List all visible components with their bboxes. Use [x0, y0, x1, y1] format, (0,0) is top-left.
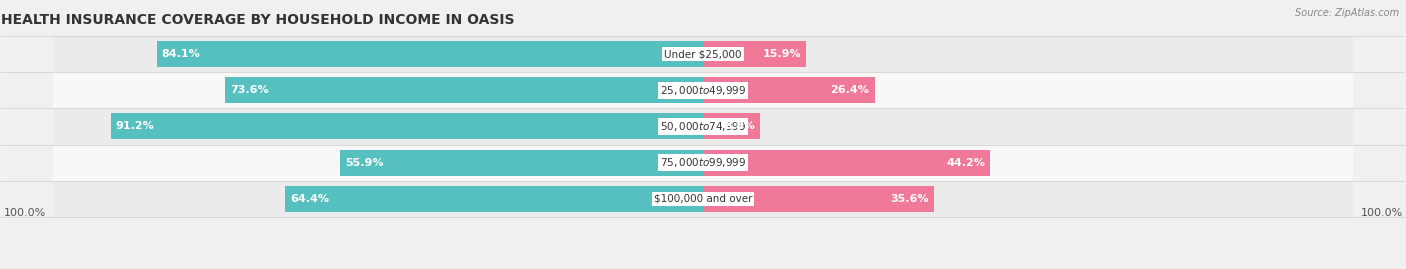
Text: Source: ZipAtlas.com: Source: ZipAtlas.com — [1295, 8, 1399, 18]
Text: $25,000 to $49,999: $25,000 to $49,999 — [659, 84, 747, 97]
Text: $50,000 to $74,999: $50,000 to $74,999 — [659, 120, 747, 133]
Bar — [340, 150, 703, 176]
Text: 26.4%: 26.4% — [831, 85, 869, 95]
Text: 64.4%: 64.4% — [290, 194, 329, 204]
Bar — [53, 36, 1353, 72]
Bar — [111, 114, 703, 139]
Text: 15.9%: 15.9% — [762, 49, 801, 59]
Text: Under $25,000: Under $25,000 — [664, 49, 742, 59]
Bar — [703, 150, 990, 176]
Bar — [703, 186, 934, 212]
Bar — [53, 181, 1353, 217]
Text: 100.0%: 100.0% — [3, 208, 45, 218]
Bar — [53, 108, 1353, 144]
Text: 35.6%: 35.6% — [890, 194, 929, 204]
Text: 91.2%: 91.2% — [115, 121, 155, 132]
Text: 100.0%: 100.0% — [1361, 208, 1403, 218]
Text: 84.1%: 84.1% — [162, 49, 201, 59]
Bar — [53, 144, 1353, 181]
Bar — [156, 41, 703, 67]
Text: 73.6%: 73.6% — [231, 85, 269, 95]
Text: 44.2%: 44.2% — [946, 158, 986, 168]
Text: $75,000 to $99,999: $75,000 to $99,999 — [659, 156, 747, 169]
Bar — [53, 72, 1353, 108]
Bar — [703, 77, 875, 103]
Text: 55.9%: 55.9% — [344, 158, 384, 168]
Bar — [284, 186, 703, 212]
Bar — [225, 77, 703, 103]
Text: 8.8%: 8.8% — [724, 121, 755, 132]
Bar — [703, 41, 806, 67]
Bar — [703, 114, 761, 139]
Text: $100,000 and over: $100,000 and over — [654, 194, 752, 204]
Text: HEALTH INSURANCE COVERAGE BY HOUSEHOLD INCOME IN OASIS: HEALTH INSURANCE COVERAGE BY HOUSEHOLD I… — [1, 13, 515, 27]
